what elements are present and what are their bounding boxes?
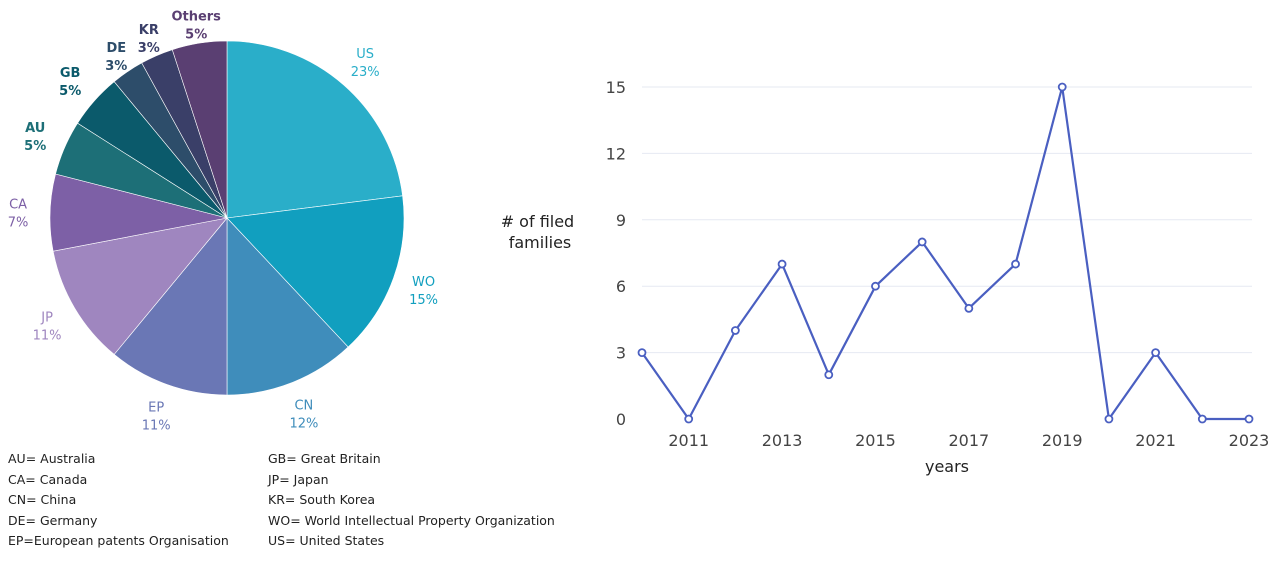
- data-point: [871, 281, 880, 291]
- data-point: [824, 370, 834, 380]
- pie-label-wo: WO 15%: [409, 275, 438, 308]
- series-polyline: [641, 85, 1249, 421]
- legend-entry: US= United States: [268, 533, 385, 548]
- data-point: [1151, 348, 1161, 358]
- pie-slice-cn: [226, 217, 349, 396]
- data-point: [684, 414, 694, 424]
- data-point: [730, 326, 740, 335]
- y-axis-label-line-2: families: [509, 233, 572, 252]
- series-line: [641, 85, 1249, 421]
- data-point: [964, 303, 974, 313]
- pie-label-au: AU 5%: [24, 121, 46, 154]
- x-tick-label: 2021: [1135, 431, 1176, 450]
- data-point: [1057, 82, 1067, 92]
- pie-slice-jp: [52, 217, 228, 355]
- pie-label-us: US 23%: [351, 47, 380, 80]
- pie-label-cn: CN 12%: [289, 398, 318, 431]
- x-tick-label: 2019: [1042, 431, 1083, 450]
- x-tick-labels: 2011 2013 2015 2017 2019 2021 2023: [668, 431, 1269, 450]
- y-axis-label: # of filed families: [501, 212, 580, 252]
- data-point: [1011, 259, 1020, 269]
- y-tick-label: 6: [616, 277, 626, 296]
- pie-slices: [49, 40, 405, 396]
- data-point: [1244, 414, 1254, 424]
- data-point: [777, 259, 787, 269]
- pie-slice-wo: [226, 195, 405, 348]
- legend-entry: AU= Australia: [8, 451, 96, 466]
- y-tick-label: 3: [616, 344, 626, 363]
- legend-entry: KR= South Korea: [268, 492, 376, 507]
- x-tick-label: 2013: [762, 431, 803, 450]
- x-tick-label: 2017: [948, 431, 989, 450]
- pie-slice-ep: [113, 217, 228, 396]
- legend-entry: JP= Japan: [268, 471, 329, 487]
- data-point: [637, 348, 647, 358]
- pie-label-kr: KR 3%: [138, 23, 160, 56]
- pie-label-de: DE 3%: [105, 41, 127, 74]
- legend-entry: WO= World Intellectual Property Organiza…: [268, 512, 555, 528]
- x-tick-label: 2023: [1229, 431, 1270, 450]
- pie-legend-right: GB= Great Britain JP= Japan KR= South Ko…: [268, 449, 555, 552]
- y-tick-label: 9: [616, 211, 626, 230]
- pie-slice-others: [171, 40, 228, 219]
- pie-label-jp: JP 11%: [33, 310, 62, 343]
- x-tick-label: 2011: [668, 431, 709, 450]
- data-points: [637, 82, 1254, 424]
- data-point: [1104, 414, 1114, 424]
- legend-entry: GB= Great Britain: [268, 451, 381, 466]
- data-point: [917, 237, 927, 247]
- y-tick-label: 15: [606, 78, 626, 97]
- pie-label-ep: EP 11%: [142, 401, 171, 434]
- pie-labels: US 23% WO 15% CN 12% EP 11% JP 11% CA 7% AU 5% GB 5% DE 3…: [8, 9, 438, 433]
- y-tick-label: 0: [616, 410, 626, 429]
- x-axis-label: years: [925, 457, 969, 476]
- x-tick-label: 2015: [855, 431, 896, 450]
- legend-entry: CA= Canada: [8, 471, 88, 487]
- y-tick-labels: 0 3 6 9 12 15: [606, 78, 626, 429]
- y-tick-label: 12: [606, 144, 626, 163]
- gridlines: [642, 86, 1252, 354]
- y-axis-label-line-1: # of filed: [501, 212, 575, 231]
- legend-entry: CN= China: [8, 492, 77, 507]
- data-point: [1197, 414, 1207, 424]
- pie-legend-left: AU= Australia CA= Canada CN= China DE= G…: [8, 449, 229, 552]
- pie-label-ca: CA 7%: [8, 197, 29, 230]
- legend-entry: EP=European patents Organisation: [8, 533, 229, 548]
- pie-label-others: Others 5%: [171, 9, 221, 42]
- pie-label-gb: GB 5%: [59, 66, 81, 99]
- pie-slice-us: [226, 40, 403, 219]
- legend-entry: DE= Germany: [8, 512, 98, 528]
